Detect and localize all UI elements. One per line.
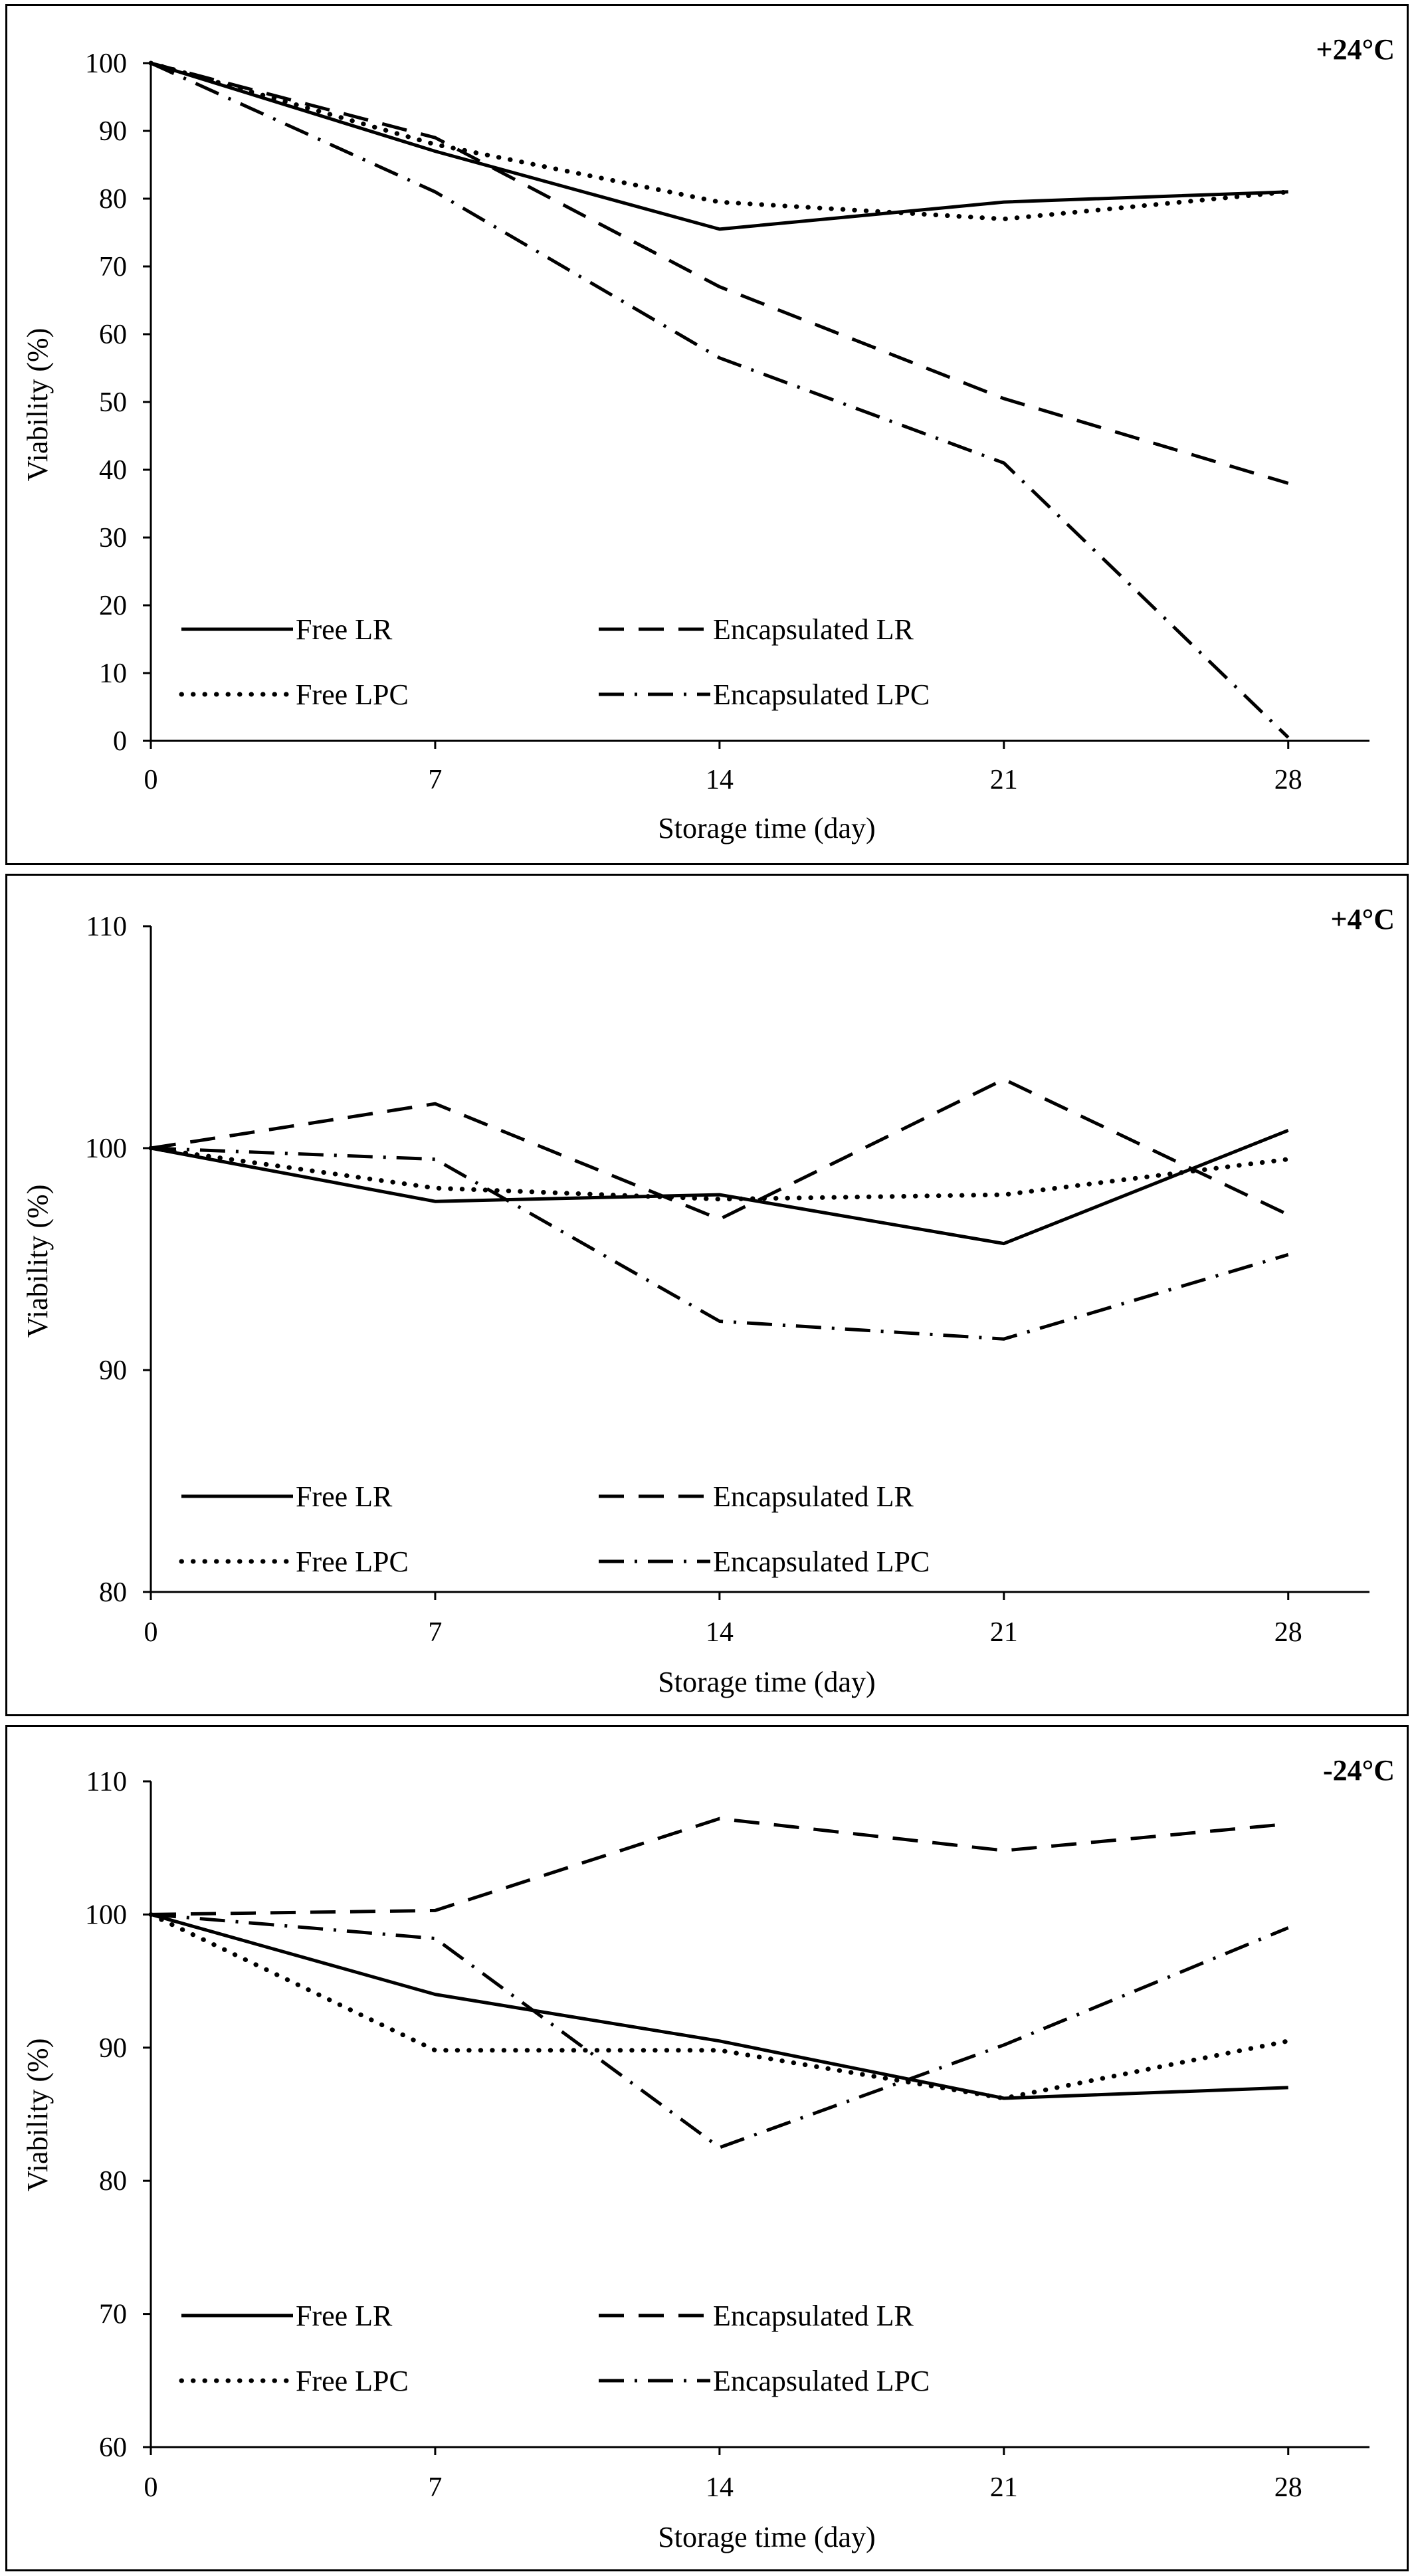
legend-item: Encapsulated LPC: [599, 2365, 930, 2397]
series-line-free-lr: [150, 61, 1288, 231]
series-line-encapsulated-lpc: [150, 61, 1290, 739]
temperature-label: +4°C: [1331, 903, 1395, 936]
legend-label: Free LR: [296, 2300, 393, 2332]
legend-label: Free LPC: [296, 678, 409, 711]
y-axis-label: Viability (%): [21, 328, 54, 482]
y-axis-label: Viability (%): [21, 2038, 54, 2192]
legend-label: Encapsulated LR: [713, 1480, 914, 1513]
series-line-encapsulated-lr: [150, 1078, 1289, 1221]
legend-item: Encapsulated LR: [599, 1480, 914, 1513]
series-line-free-lpc: [148, 1145, 1291, 1202]
y-tick-label: 60: [99, 320, 127, 350]
y-tick-label: 100: [85, 49, 127, 79]
y-tick-label: 90: [99, 116, 127, 147]
legend-item: Encapsulated LR: [599, 613, 914, 646]
y-axis-label: Viability (%): [21, 1185, 54, 1338]
x-axis-label: Storage time (day): [658, 1666, 875, 1698]
chart-plus-4c: Viability (%) Storage time (day) +4°C 80…: [21, 903, 1395, 1698]
y-tick-label: 40: [99, 455, 127, 486]
y-tick-label: 90: [99, 2033, 127, 2064]
legend-item: Free LR: [181, 613, 393, 646]
legend-label: Encapsulated LPC: [713, 678, 930, 711]
legend-label: Encapsulated LPC: [713, 1545, 930, 1578]
y-tick-label: 60: [99, 2432, 127, 2463]
y-tick-label: 100: [85, 1900, 127, 1930]
x-tick-label: 28: [1274, 2472, 1302, 2503]
chart-panel-bottom: Viability (%) Storage time (day) -24°C 6…: [5, 1725, 1409, 2571]
x-tick-label: 0: [144, 1617, 158, 1648]
y-tick-label: 90: [99, 1355, 127, 1386]
y-tick-label: 30: [99, 523, 127, 553]
legend-label: Encapsulated LPC: [713, 2365, 930, 2397]
series-line-free-lr: [150, 1912, 1288, 2100]
series-line-encapsulated-lpc: [150, 1912, 1289, 2149]
x-tick-label: 0: [144, 765, 158, 795]
x-axis-label: Storage time (day): [658, 2521, 875, 2553]
temperature-label: +24°C: [1316, 33, 1395, 66]
y-tick-label: 110: [86, 1767, 127, 1797]
y-tick-label: 50: [99, 387, 127, 418]
x-tick-label: 7: [428, 2472, 442, 2503]
legend-label: Free LPC: [296, 2365, 409, 2397]
legend-item: Encapsulated LPC: [599, 1545, 930, 1578]
legend-item: Free LPC: [179, 678, 409, 711]
temperature-label: -24°C: [1323, 1754, 1395, 1787]
y-tick-label: 80: [99, 1577, 127, 1608]
y-tick-label: 110: [86, 912, 127, 942]
series-line-encapsulated-lr: [150, 61, 1289, 485]
legend-label: Encapsulated LR: [713, 2300, 914, 2332]
series-line-free-lpc: [148, 1912, 1291, 2101]
x-tick-label: 21: [990, 1617, 1018, 1648]
x-tick-label: 21: [990, 765, 1018, 795]
legend-label: Free LR: [296, 613, 393, 646]
y-tick-label: 70: [99, 2300, 127, 2330]
x-tick-label: 28: [1274, 765, 1302, 795]
x-tick-label: 28: [1274, 1617, 1302, 1648]
legend-label: Free LR: [296, 1480, 393, 1513]
x-tick-label: 0: [144, 2472, 158, 2503]
x-tick-label: 7: [428, 1617, 442, 1648]
series-line-free-lr: [150, 1128, 1289, 1246]
legend-label: Free LPC: [296, 1545, 409, 1578]
y-tick-label: 80: [99, 2166, 127, 2197]
legend-item: Encapsulated LPC: [599, 678, 930, 711]
chart-plus-24c: Viability (%) Storage time (day) +24°C 0…: [21, 33, 1395, 844]
y-tick-label: 0: [113, 726, 127, 757]
x-tick-label: 14: [706, 2472, 734, 2503]
legend-item: Free LPC: [179, 2365, 409, 2397]
legend-item: Free LPC: [179, 1545, 409, 1578]
y-tick-label: 10: [99, 658, 127, 689]
y-tick-label: 100: [85, 1134, 127, 1164]
series-line-encapsulated-lr: [150, 1817, 1288, 1916]
x-tick-label: 14: [706, 765, 734, 795]
chart-panel-top: Viability (%) Storage time (day) +24°C 0…: [5, 4, 1409, 865]
series-line-free-lpc: [148, 60, 1291, 222]
y-tick-label: 80: [99, 184, 127, 215]
legend-label: Encapsulated LR: [713, 613, 914, 646]
legend-item: Free LR: [181, 2300, 393, 2332]
x-tick-label: 14: [706, 1617, 734, 1648]
x-axis-label: Storage time (day): [658, 812, 875, 844]
chart-panel-middle: Viability (%) Storage time (day) +4°C 80…: [5, 874, 1409, 1716]
chart-minus-24c: Viability (%) Storage time (day) -24°C 6…: [21, 1754, 1395, 2553]
legend-item: Free LR: [181, 1480, 393, 1513]
y-tick-label: 20: [99, 591, 127, 621]
series-line-encapsulated-lpc: [150, 1146, 1289, 1341]
x-tick-label: 21: [990, 2472, 1018, 2503]
y-tick-label: 70: [99, 252, 127, 282]
legend-item: Encapsulated LR: [599, 2300, 914, 2332]
x-tick-label: 7: [428, 765, 442, 795]
